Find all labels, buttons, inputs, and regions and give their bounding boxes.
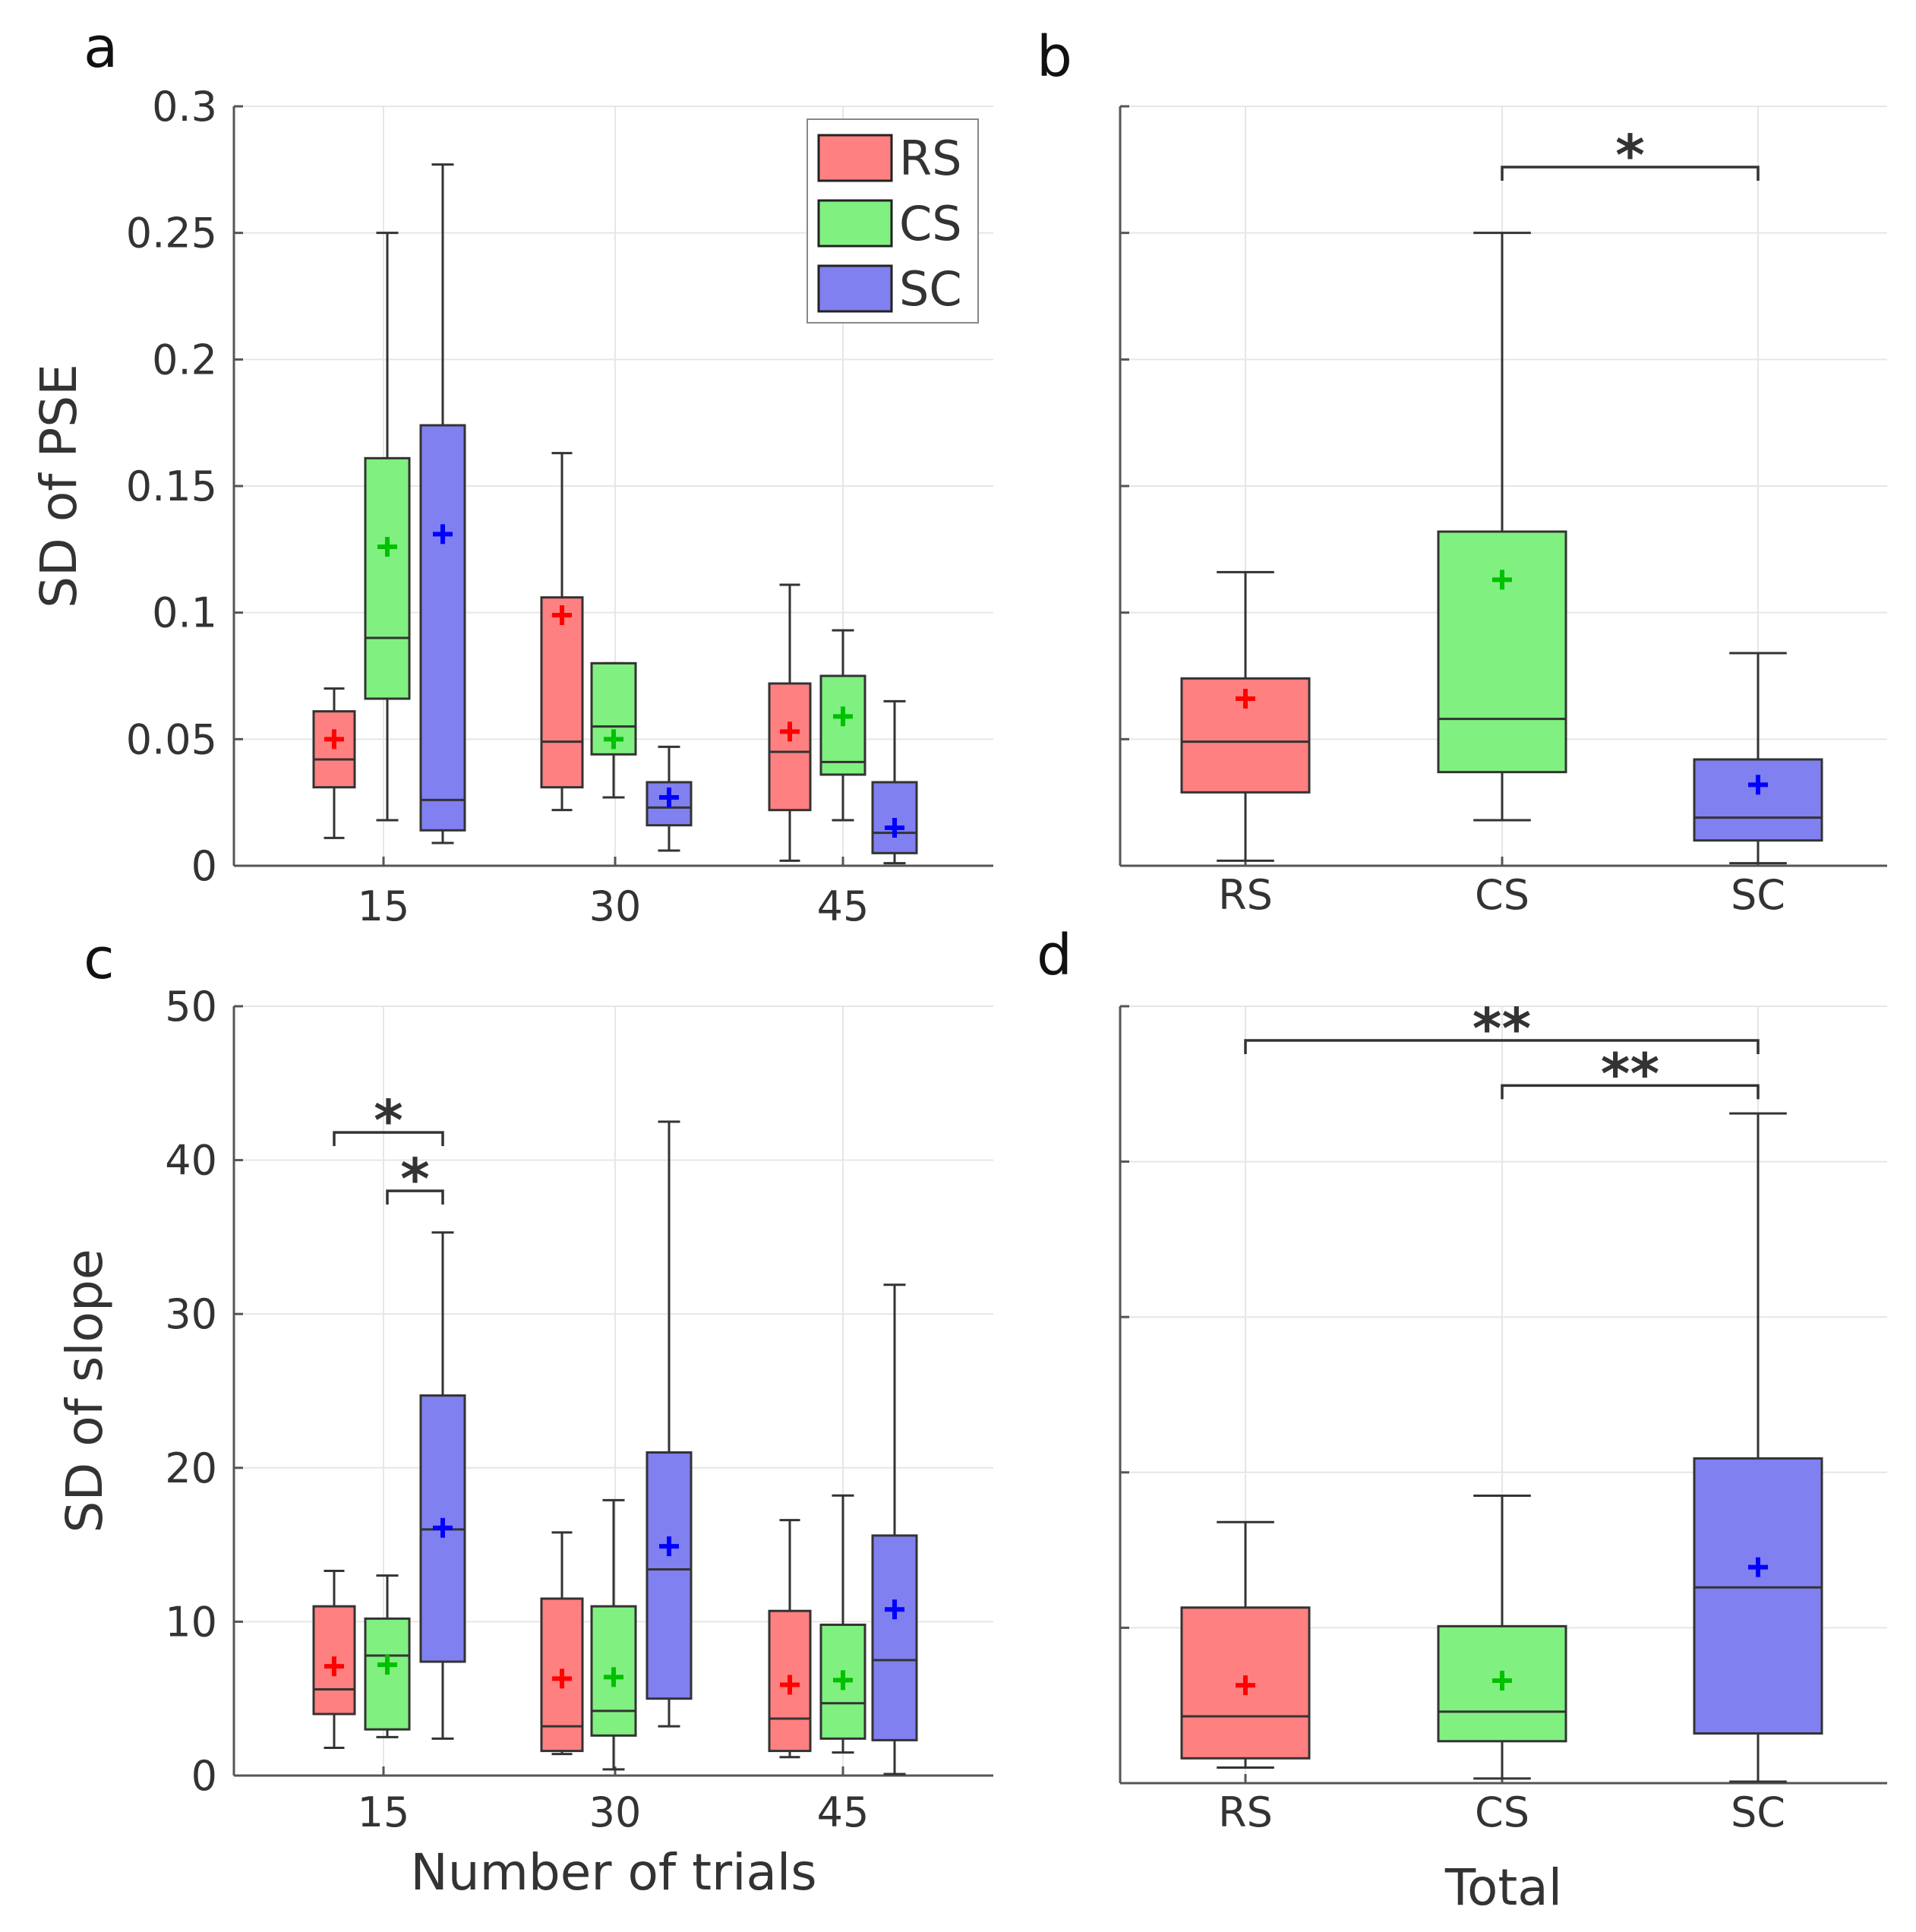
box-iqr bbox=[646, 1451, 693, 1700]
box-cs-30 bbox=[590, 1498, 637, 1771]
box-cs-45 bbox=[819, 629, 866, 822]
panel-a: 0 0.05 0.1 0.15 0.2 0.25 0.3 15 30 45 RS CS SC a SD of… bbox=[30, 15, 993, 930]
significance-label: ** bbox=[1601, 1041, 1659, 1106]
box-iqr bbox=[1437, 530, 1567, 774]
bracket-line bbox=[333, 1131, 444, 1147]
y-tick-label: 30 bbox=[165, 1290, 217, 1338]
x-tick-label: 30 bbox=[589, 1788, 642, 1836]
significance-bracket: * bbox=[333, 1088, 444, 1154]
legend: RS CS SC bbox=[806, 118, 979, 324]
legend-swatch-rs bbox=[817, 134, 893, 182]
x-tick-label: RS bbox=[1218, 1788, 1273, 1836]
legend-swatch-sc bbox=[817, 264, 893, 313]
x-axis-label: Number of trials bbox=[410, 1843, 816, 1902]
legend-label-cs: CS bbox=[899, 196, 962, 251]
box-rs-RS bbox=[1180, 1520, 1311, 1769]
x-tick-label: SC bbox=[1731, 1788, 1785, 1836]
legend-label-sc: SC bbox=[899, 261, 962, 317]
y-axis-label: SD of slope bbox=[55, 1249, 114, 1533]
box-cs-CS bbox=[1437, 1494, 1567, 1780]
x-tick-label: 45 bbox=[817, 1788, 870, 1836]
box-rs-30 bbox=[540, 452, 584, 812]
y-tick-label: 0.3 bbox=[152, 83, 217, 131]
box-iqr bbox=[364, 456, 411, 700]
box-rs-15 bbox=[312, 687, 356, 839]
box-cs-15 bbox=[364, 232, 411, 822]
box-sc-30 bbox=[646, 745, 693, 852]
y-tick-label: 0.25 bbox=[126, 210, 217, 257]
box-iqr bbox=[540, 596, 584, 789]
x-tick-label: CS bbox=[1475, 1788, 1529, 1836]
bracket-line bbox=[386, 1189, 444, 1205]
panel-letter: b bbox=[1037, 24, 1072, 90]
y-tick-label: 0.2 bbox=[152, 336, 217, 384]
y-tick-label: 0 bbox=[191, 842, 217, 890]
significance-bracket: ** bbox=[1501, 1041, 1760, 1106]
box-rs-RS bbox=[1180, 570, 1311, 862]
panel-b: RS CS SC * b bbox=[1037, 24, 1887, 919]
y-tick-label: 0.1 bbox=[152, 589, 217, 637]
x-tick-label: 45 bbox=[817, 882, 870, 930]
y-tick-label: 0.05 bbox=[126, 715, 217, 763]
box-sc-SC bbox=[1693, 1112, 1823, 1783]
box-sc-45 bbox=[871, 1283, 918, 1776]
panel-c: 0 10 20 30 40 50 15 30 45 ** c SD of slope Number of… bbox=[55, 927, 993, 1902]
x-tick-label: RS bbox=[1218, 871, 1273, 919]
significance-label: * bbox=[1615, 123, 1645, 188]
significance-label: * bbox=[374, 1088, 403, 1154]
box-iqr bbox=[871, 1534, 918, 1741]
box-cs-CS bbox=[1437, 232, 1567, 822]
significance-bracket: * bbox=[1501, 123, 1760, 188]
box-rs-30 bbox=[540, 1531, 584, 1756]
significance-bracket: * bbox=[386, 1147, 444, 1212]
box-iqr bbox=[768, 682, 812, 812]
box-rs-15 bbox=[312, 1570, 356, 1750]
box-cs-15 bbox=[364, 1574, 411, 1738]
y-axis-label: SD of PSE bbox=[30, 364, 88, 608]
box-sc-15 bbox=[419, 163, 466, 844]
panel-letter: c bbox=[84, 927, 115, 992]
x-tick-label: SC bbox=[1731, 871, 1785, 919]
panel-letter: a bbox=[84, 15, 118, 80]
y-tick-label: 0 bbox=[191, 1752, 217, 1800]
box-iqr bbox=[871, 781, 918, 854]
panel-d: RS CS SC ** ** d Total bbox=[1037, 923, 1887, 1917]
box-iqr bbox=[312, 710, 356, 789]
box-cs-30 bbox=[590, 661, 637, 799]
box-sc-45 bbox=[871, 699, 918, 865]
significance-bracket: ** bbox=[1244, 996, 1760, 1062]
y-tick-label: 10 bbox=[165, 1598, 217, 1646]
y-tick-label: 20 bbox=[165, 1444, 217, 1492]
y-tick-label: 50 bbox=[165, 983, 217, 1031]
y-tick-label: 40 bbox=[165, 1137, 217, 1185]
x-tick-label: 30 bbox=[589, 882, 642, 930]
box-sc-30 bbox=[646, 1120, 693, 1728]
box-iqr bbox=[819, 674, 866, 776]
box-rs-45 bbox=[768, 1519, 812, 1759]
y-tick-label: 0.15 bbox=[126, 462, 217, 510]
x-tick-label: 15 bbox=[358, 1788, 410, 1836]
x-axis-label: Total bbox=[1444, 1858, 1562, 1917]
box-iqr bbox=[768, 1609, 812, 1753]
bracket-line bbox=[1244, 1039, 1760, 1055]
bracket-line bbox=[1501, 166, 1760, 181]
box-iqr bbox=[1693, 758, 1823, 842]
x-tick-label: 15 bbox=[358, 882, 410, 930]
box-iqr bbox=[1693, 1457, 1823, 1735]
box-sc-15 bbox=[419, 1231, 466, 1740]
x-tick-label: CS bbox=[1475, 871, 1529, 919]
significance-label: * bbox=[400, 1147, 430, 1212]
box-cs-45 bbox=[819, 1494, 866, 1754]
bracket-line bbox=[1501, 1084, 1760, 1100]
box-iqr bbox=[419, 424, 466, 832]
legend-swatch-cs bbox=[817, 199, 893, 248]
box-sc-SC bbox=[1693, 652, 1823, 865]
box-rs-45 bbox=[768, 583, 812, 862]
legend-label-rs: RS bbox=[899, 131, 961, 186]
panel-letter: d bbox=[1037, 923, 1072, 988]
significance-label: ** bbox=[1473, 996, 1531, 1062]
